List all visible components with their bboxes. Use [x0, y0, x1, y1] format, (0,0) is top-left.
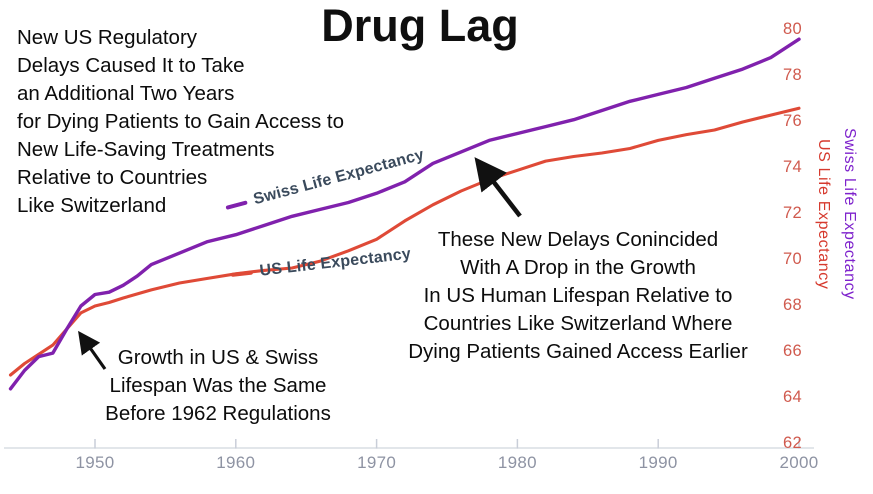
y-tick-label: 70 — [783, 250, 802, 268]
annotation-line: Growth in US & Swiss — [117, 346, 319, 369]
us-line-swatch-icon — [230, 270, 254, 277]
right-axis-title-swiss: Swiss Life Expectancy — [841, 128, 858, 300]
annotation-delays-coincided: These New Delays Conincided With A Drop … — [347, 226, 809, 366]
annotation-arrow — [474, 157, 522, 218]
series-us-line — [8, 106, 801, 377]
y-tick-label: 80 — [783, 20, 802, 38]
swiss-line-swatch-icon — [225, 200, 248, 210]
annotation-line: Dying Patients Gained Access Earlier — [408, 340, 748, 363]
annotation-growth-same-before-1962: Growth in US & Swiss Lifespan Was the Sa… — [68, 344, 368, 428]
x-tick-label: 1980 — [497, 453, 537, 472]
annotation-line: an Additional Two Years — [17, 82, 235, 105]
right-axis-title-us: US Life Expectancy — [815, 139, 832, 290]
annotation-line: Lifespan Was the Same — [109, 374, 327, 397]
x-tick-label: 2000 — [779, 453, 819, 472]
x-tick-label: 1960 — [216, 453, 256, 472]
annotation-line: With A Drop in the Growth — [460, 256, 696, 279]
annotation-line: Before 1962 Regulations — [105, 402, 331, 425]
y-tick-label: 72 — [783, 204, 802, 222]
annotation-regulatory-delays: New US Regulatory Delays Caused It to Ta… — [17, 24, 344, 220]
y-tick-label: 78 — [783, 66, 802, 84]
x-tick-label: 1990 — [638, 453, 678, 472]
annotation-line: Relative to Countries — [17, 166, 208, 189]
y-tick-label: 64 — [783, 388, 802, 406]
y-tick-label: 66 — [783, 342, 802, 360]
annotation-arrow — [78, 330, 107, 370]
annotation-line: Countries Like Switzerland Where — [423, 312, 733, 335]
page-title: Drug Lag — [321, 0, 519, 51]
annotation-line: In US Human Lifespan Relative to — [423, 284, 733, 307]
annotation-line: Delays Caused It to Take — [17, 54, 245, 77]
annotation-line: New Life-Saving Treatments — [17, 138, 275, 161]
y-tick-label: 74 — [783, 158, 802, 176]
y-tick-label: 68 — [783, 296, 802, 314]
x-tick-label: 1950 — [75, 453, 115, 472]
series-swiss-line — [8, 37, 801, 391]
y-tick-label: 76 — [783, 112, 802, 130]
annotation-line: for Dying Patients to Gain Access to — [17, 110, 345, 133]
x-tick-label: 1970 — [357, 453, 397, 472]
annotation-line: Like Switzerland — [17, 194, 167, 217]
y-tick-label: 62 — [783, 434, 802, 452]
annotation-line: These New Delays Conincided — [437, 228, 719, 251]
annotation-line: New US Regulatory — [17, 26, 198, 49]
